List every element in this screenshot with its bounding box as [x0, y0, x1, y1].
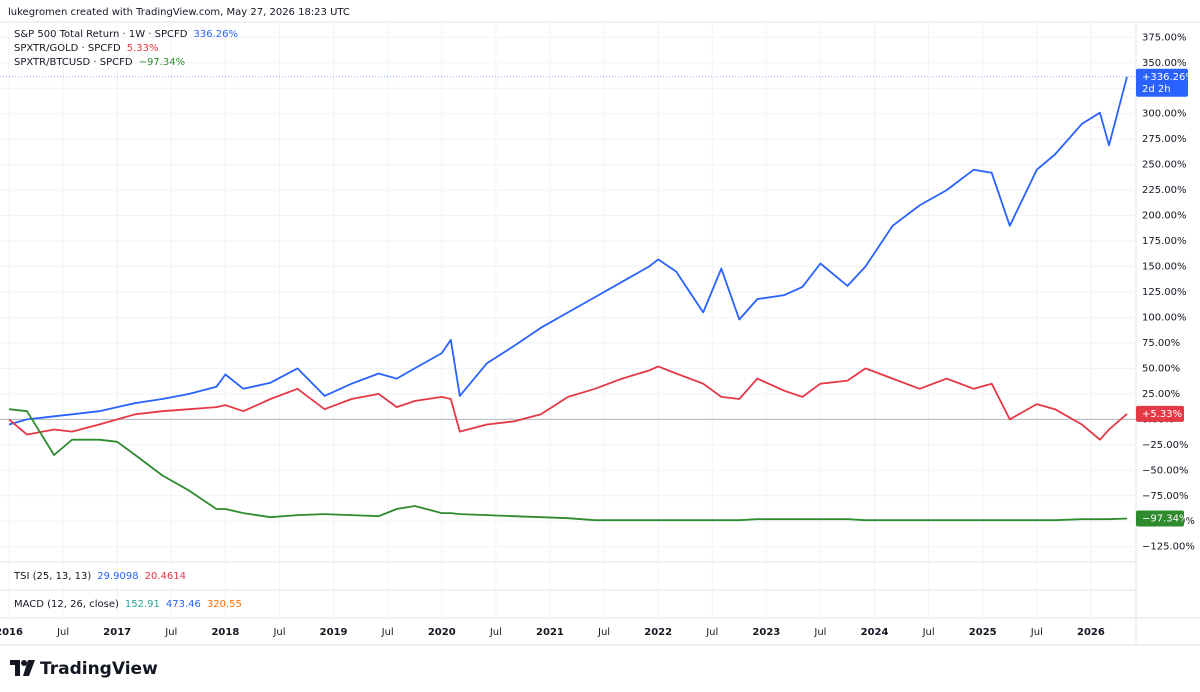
- indicator-value: 473.46: [166, 599, 201, 610]
- price-tag-label: +336.26%: [1142, 72, 1195, 83]
- y-tick-label: 25.00%: [1142, 389, 1180, 400]
- x-tick-label: Jul: [381, 627, 394, 638]
- price-tag: [1136, 405, 1184, 422]
- legend-name: SPXTR/BTCUSD · SPCFD: [14, 57, 133, 68]
- indicator-value: 320.55: [207, 599, 242, 610]
- indicator-value: 20.4614: [145, 571, 186, 582]
- logo-icon: [10, 660, 35, 676]
- y-tick-label: −50.00%: [1142, 465, 1189, 476]
- y-tick-label: −125.00%: [1142, 542, 1195, 553]
- x-tick-label: Jul: [597, 627, 610, 638]
- series-line: [8, 365, 1128, 441]
- x-tick-label: 2021: [536, 627, 564, 638]
- x-tick-label: 2019: [320, 627, 348, 638]
- y-tick-label: 100.00%: [1142, 312, 1187, 323]
- x-tick-label: 2018: [211, 627, 239, 638]
- price-tag: [1136, 510, 1184, 527]
- countdown-label: 2d 2h: [1142, 84, 1171, 95]
- indicator-value: 29.9098: [97, 571, 138, 582]
- series-line: [8, 408, 1128, 522]
- legend-value: 5.33%: [127, 43, 159, 54]
- y-tick-label: −75.00%: [1142, 491, 1189, 502]
- indicator-legend: MACD (12, 26, close) 152.91 473.46 320.55: [14, 599, 242, 610]
- x-tick-label: Jul: [705, 627, 718, 638]
- y-tick-label: 125.00%: [1142, 287, 1187, 298]
- indicator-value: 152.91: [125, 599, 160, 610]
- y-tick-label: 250.00%: [1142, 160, 1187, 171]
- x-tick-label: 2016: [0, 627, 23, 638]
- x-tick-label: Jul: [272, 627, 285, 638]
- indicator-name: TSI (25, 13, 13): [13, 571, 91, 582]
- price-tag-label: +5.33%: [1142, 409, 1182, 420]
- y-tick-label: 150.00%: [1142, 262, 1187, 273]
- x-tick-label: 2026: [1077, 627, 1105, 638]
- y-tick-label: 300.00%: [1142, 109, 1187, 120]
- y-tick-label: 275.00%: [1142, 134, 1187, 145]
- x-tick-label: Jul: [1030, 627, 1043, 638]
- y-tick-label: 175.00%: [1142, 236, 1187, 247]
- legend-entry: SPXTR/BTCUSD · SPCFD −97.34%: [14, 57, 185, 68]
- legend-entry: S&P 500 Total Return · 1W · SPCFD 336.26%: [14, 29, 238, 40]
- y-tick-label: 225.00%: [1142, 185, 1187, 196]
- y-tick-label: 375.00%: [1142, 32, 1187, 43]
- x-tick-label: 2017: [103, 627, 131, 638]
- grid: [0, 22, 1136, 618]
- price-tag-label: −97.34%: [1142, 514, 1189, 525]
- indicator-legend: TSI (25, 13, 13) 29.9098 20.4614: [13, 571, 186, 582]
- series-line: [8, 76, 1128, 426]
- y-tick-label: −25.00%: [1142, 440, 1189, 451]
- price-tag: [1136, 68, 1188, 97]
- logo-text: TradingView: [40, 659, 158, 679]
- x-tick-label: Jul: [489, 627, 502, 638]
- y-tick-label: 75.00%: [1142, 338, 1180, 349]
- legend-value: −97.34%: [139, 57, 186, 68]
- legend-value: 336.26%: [193, 29, 238, 40]
- x-tick-label: 2022: [644, 627, 672, 638]
- legend-name: S&P 500 Total Return · 1W · SPCFD: [14, 29, 188, 40]
- legend-name: SPXTR/GOLD · SPCFD: [14, 43, 121, 54]
- y-tick-label: 50.00%: [1142, 363, 1180, 374]
- snapshot-header: lukegromen created with TradingView.com,…: [8, 7, 350, 18]
- x-tick-label: Jul: [922, 627, 935, 638]
- y-tick-label: 350.00%: [1142, 58, 1187, 69]
- legend-entry: SPXTR/GOLD · SPCFD 5.33%: [14, 43, 159, 54]
- x-tick-label: 2020: [428, 627, 456, 638]
- x-tick-label: 2024: [861, 627, 889, 638]
- x-tick-label: Jul: [56, 627, 69, 638]
- indicator-name: MACD (12, 26, close): [14, 599, 119, 610]
- x-tick-label: Jul: [164, 627, 177, 638]
- x-tick-label: Jul: [813, 627, 826, 638]
- x-tick-label: 2023: [752, 627, 780, 638]
- x-tick-label: 2025: [969, 627, 997, 638]
- y-tick-label: 200.00%: [1142, 211, 1187, 222]
